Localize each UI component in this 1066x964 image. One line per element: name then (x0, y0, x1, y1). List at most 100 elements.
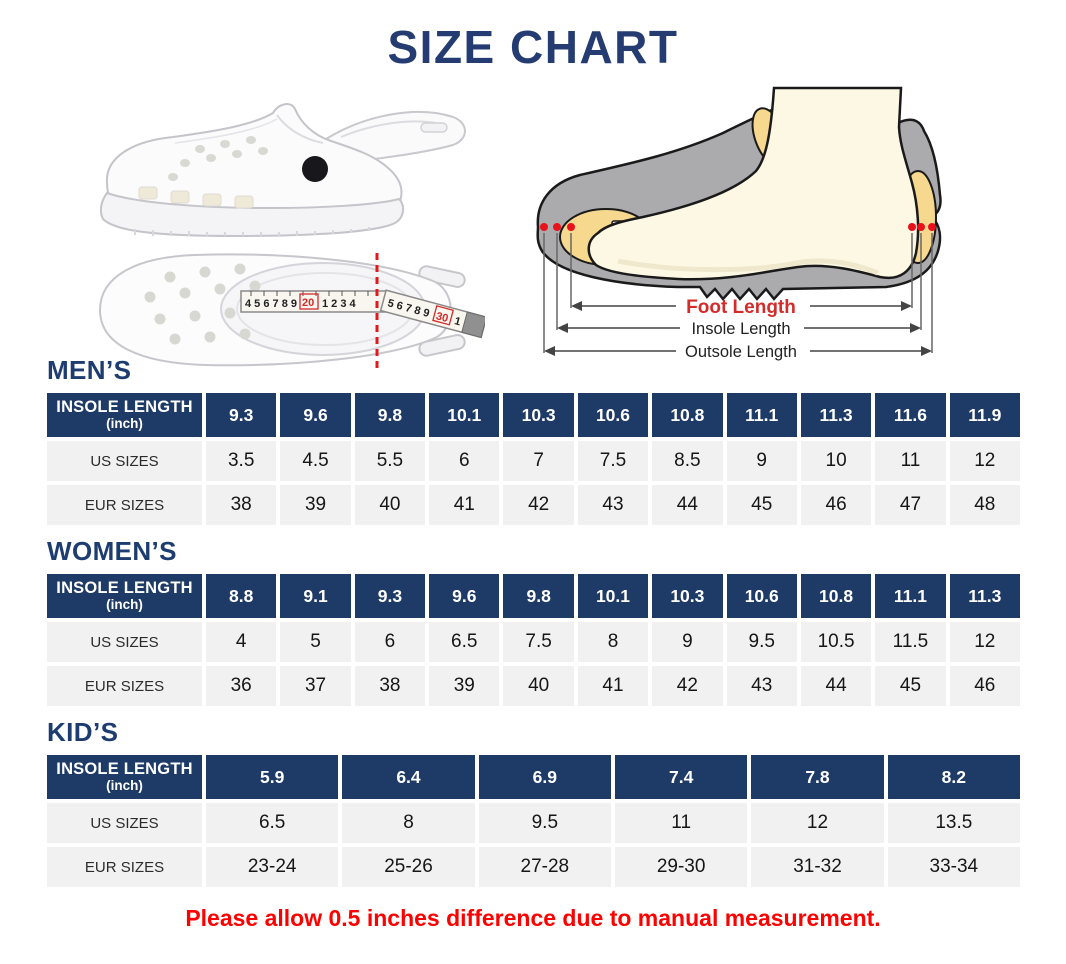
size-value: 31-32 (751, 847, 884, 887)
size-value: 5.5 (354, 441, 426, 481)
size-value: 37 (280, 666, 351, 706)
insole-length-value: 6.9 (478, 755, 611, 799)
row-label: EUR SIZES (47, 485, 202, 525)
size-value: 10 (800, 441, 872, 481)
size-value: 7.5 (577, 441, 649, 481)
size-value: 12 (751, 803, 884, 843)
insole-length-header-line1: INSOLE LENGTH (56, 578, 193, 597)
measurement-dots (540, 223, 936, 231)
section-title-womens: WOMEN’S (47, 536, 177, 566)
insole-length-header-line2: (inch) (106, 415, 143, 431)
insole-length-header: INSOLE LENGTH (inch) (47, 393, 202, 437)
size-value: 33-34 (887, 847, 1020, 887)
tape-end-number: 1 (453, 315, 462, 328)
size-value: 45 (875, 666, 946, 706)
size-value: 8.5 (652, 441, 723, 481)
size-value: 43 (726, 666, 797, 706)
insole-length-value: 11.9 (949, 393, 1020, 437)
insole-length-value: 9.1 (280, 574, 351, 618)
size-value: 9.5 (478, 803, 611, 843)
row-label: US SIZES (47, 441, 202, 481)
sole-treads (134, 227, 370, 236)
size-value: 9 (652, 622, 723, 662)
womens-size-table: INSOLE LENGTH (inch) 8.8 9.1 9.3 9.6 9.8 10.1 10… (47, 574, 1020, 706)
clog-side-slots (138, 186, 254, 209)
insole-length-value: 9.6 (280, 393, 351, 437)
insole-length-value: 11.3 (800, 393, 872, 437)
size-value: 41 (429, 485, 500, 525)
insole-length-value: 10.6 (726, 574, 797, 618)
tape-numbers-mid: 1 2 3 4 (322, 298, 357, 310)
size-value: 7 (503, 441, 574, 481)
size-value: 46 (949, 666, 1020, 706)
size-value: 42 (503, 485, 574, 525)
insole-length-value: 10.1 (429, 393, 500, 437)
guide-lines (543, 233, 933, 353)
insole-length-value: 8.2 (887, 755, 1020, 799)
clog-top-view: 4 5 6 7 8 9 20 1 2 3 4 5 6 7 8 9 30 1 (98, 253, 488, 369)
size-value: 6 (354, 622, 426, 662)
clogs-product-image: 4 5 6 7 8 9 20 1 2 3 4 5 6 7 8 9 30 1 (55, 85, 488, 377)
insole-length-value: 9.8 (354, 393, 426, 437)
measuring-tape-icon: 4 5 6 7 8 9 20 1 2 3 4 5 6 7 8 9 30 1 (240, 253, 488, 369)
tape-numbers-left: 4 5 6 7 8 9 (245, 298, 297, 310)
row-label: EUR SIZES (47, 847, 202, 887)
size-value: 25-26 (342, 847, 475, 887)
size-value: 36 (206, 666, 277, 706)
clog-side-holes (168, 136, 268, 181)
size-value: 44 (800, 666, 872, 706)
clog-side-view (99, 103, 466, 238)
row-label: US SIZES (47, 803, 202, 843)
size-value: 6.5 (206, 803, 339, 843)
size-value: 43 (577, 485, 649, 525)
size-value: 23-24 (206, 847, 339, 887)
foot-shape (587, 86, 920, 281)
tape-mark-20: 20 (302, 297, 314, 309)
size-value: 45 (726, 485, 797, 525)
size-value: 5 (280, 622, 351, 662)
foot-length-label: Foot Length (686, 297, 796, 318)
size-value: 8 (342, 803, 475, 843)
insole-length-value: 10.8 (652, 393, 723, 437)
size-value: 11.5 (875, 622, 946, 662)
size-value: 38 (206, 485, 277, 525)
size-value: 39 (280, 485, 351, 525)
size-value: 9 (726, 441, 797, 481)
size-value: 7.5 (503, 622, 574, 662)
insole-length-header: INSOLE LENGTH (inch) (47, 755, 202, 799)
size-value: 4 (206, 622, 277, 662)
insole-length-value: 9.3 (354, 574, 426, 618)
insole-length-value: 11.3 (949, 574, 1020, 618)
insole-length-value: 11.1 (875, 574, 946, 618)
size-value: 46 (800, 485, 872, 525)
size-value: 8 (577, 622, 649, 662)
insole-length-value: 6.4 (342, 755, 475, 799)
size-value: 40 (354, 485, 426, 525)
size-value: 41 (577, 666, 649, 706)
foot-measurement-diagram: Foot Length Insole Length Outsole Length (528, 75, 1066, 370)
insole-length-value: 11.1 (726, 393, 797, 437)
insole-length-value: 7.8 (751, 755, 884, 799)
insole-length-header: INSOLE LENGTH (inch) (47, 574, 202, 618)
size-value: 29-30 (614, 847, 748, 887)
size-value: 38 (354, 666, 426, 706)
size-value: 11 (614, 803, 748, 843)
size-value: 27-28 (478, 847, 611, 887)
mens-size-table: INSOLE LENGTH (inch) 9.3 9.6 9.8 10.1 10.3 10.6… (47, 393, 1020, 525)
insole-length-value: 10.3 (503, 393, 574, 437)
size-value: 4.5 (280, 441, 351, 481)
row-label: US SIZES (47, 622, 202, 662)
size-value: 6.5 (429, 622, 500, 662)
size-value: 39 (429, 666, 500, 706)
size-value: 44 (652, 485, 723, 525)
insole-length-header-line1: INSOLE LENGTH (56, 397, 193, 416)
clogs-illustration: 4 5 6 7 8 9 20 1 2 3 4 5 6 7 8 9 30 1 (98, 103, 488, 369)
insole-length-label: Insole Length (691, 320, 790, 338)
section-title-kids: KID’S (47, 717, 119, 747)
insole-length-value: 9.8 (503, 574, 574, 618)
outsole-length-label: Outsole Length (685, 343, 797, 361)
insole-length-header-line2: (inch) (106, 777, 143, 793)
size-value: 6 (429, 441, 500, 481)
insole-length-value: 11.6 (875, 393, 946, 437)
